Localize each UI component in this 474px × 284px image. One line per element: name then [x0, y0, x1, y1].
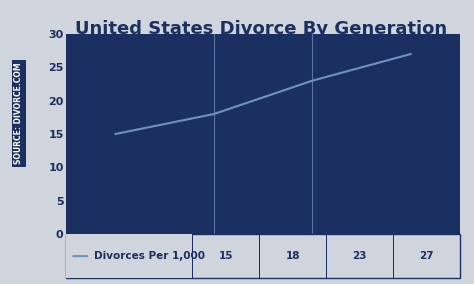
Bar: [192, 234, 193, 278]
Bar: [66, 234, 192, 278]
Text: 23: 23: [352, 251, 367, 261]
Text: SOURCE: DIVORCE.COM: SOURCE: DIVORCE.COM: [15, 63, 23, 164]
Bar: [326, 234, 327, 278]
Text: 15: 15: [219, 251, 233, 261]
Text: United States Divorce By Generation: United States Divorce By Generation: [74, 20, 447, 38]
Bar: [393, 234, 394, 278]
Text: 18: 18: [285, 251, 300, 261]
Bar: [259, 234, 260, 278]
Text: Divorces Per 1,000: Divorces Per 1,000: [94, 251, 205, 261]
Text: 27: 27: [419, 251, 434, 261]
